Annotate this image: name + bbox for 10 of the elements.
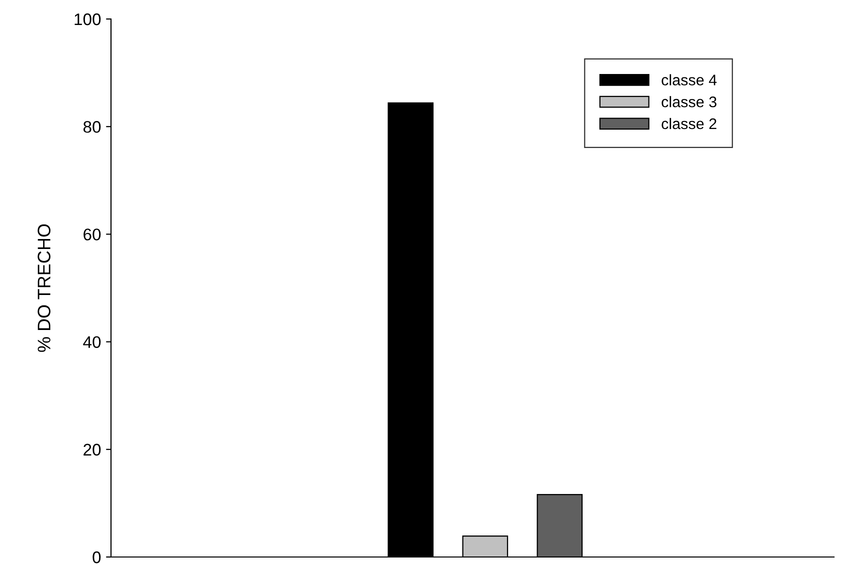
legend-label: classe 3 <box>662 96 716 108</box>
y-tick-label: 60 <box>84 228 101 240</box>
y-tick-label: 100 <box>74 13 101 26</box>
y-tick-label: 40 <box>83 336 101 348</box>
y-tick-label: 0 <box>92 551 101 564</box>
legend-label: classe 2 <box>662 118 716 130</box>
legend-label: classe 4 <box>662 74 717 86</box>
y-tick-label: 20 <box>84 444 101 456</box>
y-tick-label: 80 <box>83 121 101 133</box>
y-axis-title: % DO TRECHO <box>38 224 50 352</box>
